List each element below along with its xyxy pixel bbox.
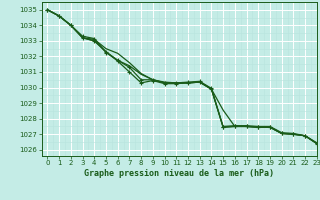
- X-axis label: Graphe pression niveau de la mer (hPa): Graphe pression niveau de la mer (hPa): [84, 169, 274, 178]
